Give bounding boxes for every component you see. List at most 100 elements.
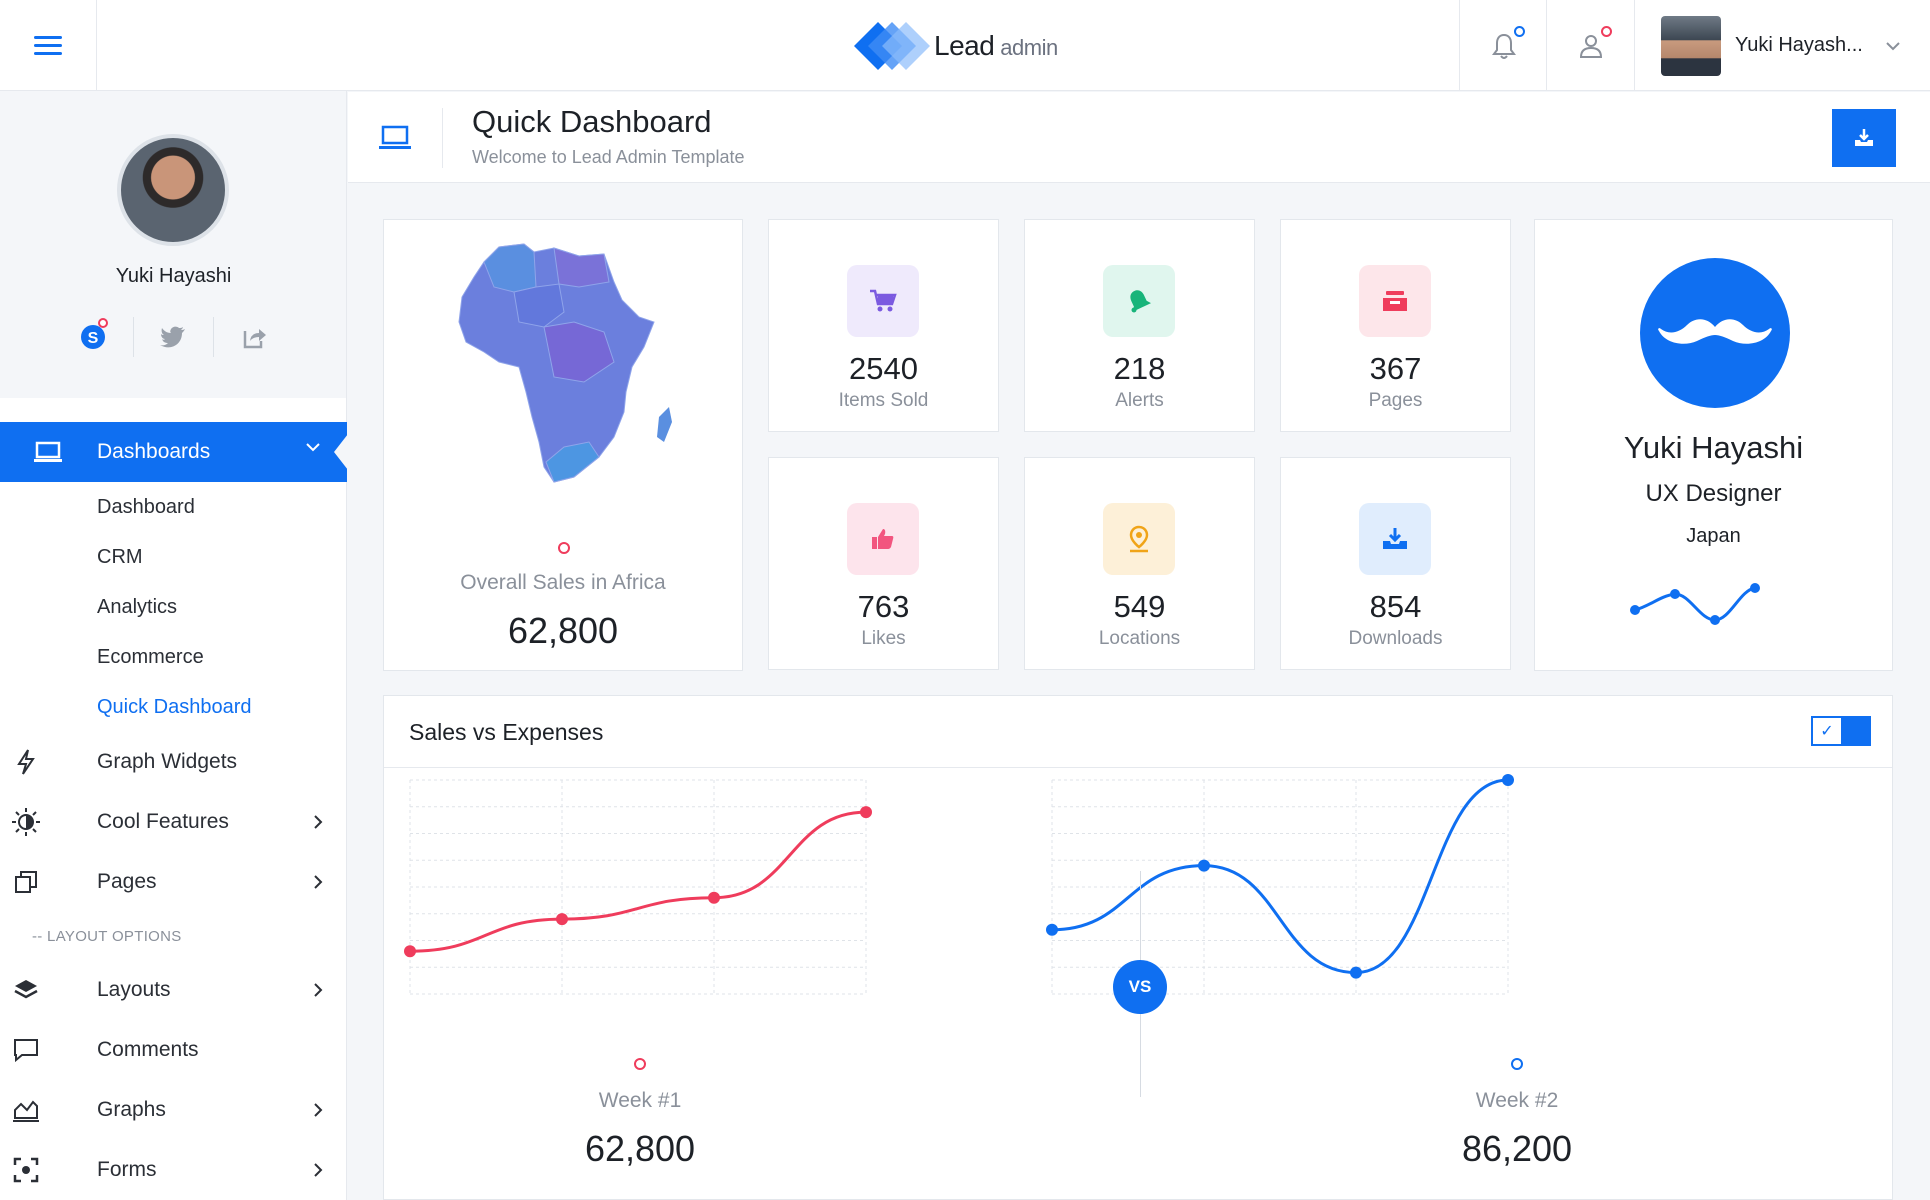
sidebar-item-layouts[interactable]: Layouts: [0, 960, 347, 1020]
sidebar-item-pages[interactable]: Pages: [0, 852, 347, 912]
card-header: Sales vs Expenses ✓: [384, 696, 1892, 768]
focus-icon: [0, 1157, 97, 1183]
week2-legend-dot: [1511, 1058, 1523, 1070]
stat-value: 854: [1369, 589, 1422, 624]
profile-card-name: Yuki Hayashi: [1623, 430, 1804, 465]
avatar[interactable]: [117, 134, 229, 246]
inbox-icon: [1359, 265, 1431, 337]
stat-label: Downloads: [1348, 628, 1443, 649]
stat-label: Locations: [1098, 628, 1181, 649]
sales-vs-expenses-card: Sales vs Expenses ✓ VS Week #1 62,800 We…: [383, 695, 1893, 1200]
brand-logo[interactable]: Lead admin: [848, 18, 1058, 74]
submenu-item-analytics[interactable]: Analytics: [97, 595, 178, 618]
data-point-week-1-2[interactable]: [708, 891, 720, 904]
skype-icon: S: [81, 325, 105, 349]
africa-sales-card: Overall Sales in Africa 62,800: [383, 219, 743, 671]
stat-card-pages[interactable]: 367 Pages: [1280, 219, 1511, 432]
user-badge: [1601, 26, 1612, 37]
user-name: Yuki Hayash...: [1735, 34, 1863, 56]
sidebar-item-graphs[interactable]: Graphs: [0, 1080, 347, 1140]
copy-icon: [0, 870, 97, 894]
logo-icon: [854, 22, 930, 70]
download-button[interactable]: [1832, 109, 1896, 167]
comment-icon: [0, 1038, 97, 1062]
submenu-item-ecommerce[interactable]: Ecommerce: [97, 645, 204, 668]
svg-text:S: S: [88, 330, 99, 347]
profile-name: Yuki Hayashi: [115, 265, 232, 287]
bolt-icon: [0, 749, 97, 775]
check-icon: ✓: [1813, 718, 1841, 744]
chevron-right-icon: [314, 1103, 323, 1117]
data-point-week-1-1[interactable]: [556, 913, 568, 926]
map-caption: Overall Sales in Africa: [460, 571, 666, 594]
stat-value: 367: [1369, 351, 1422, 386]
share-icon: [243, 329, 266, 349]
user-avatar: [1661, 15, 1721, 76]
thumbs-up-icon: [847, 503, 919, 575]
stat-card-downloads[interactable]: 854 Downloads: [1280, 457, 1511, 670]
chevron-right-icon: [314, 983, 323, 997]
sidebar-item-comments[interactable]: Comments: [0, 1020, 347, 1080]
stat-card-items-sold[interactable]: 2540 Items Sold: [768, 219, 999, 432]
stat-card-alerts[interactable]: 218 Alerts: [1024, 219, 1255, 432]
chevron-down-icon: [1886, 41, 1900, 50]
user-requests-button[interactable]: [1546, 0, 1634, 91]
sidebar-item-label: Layouts: [97, 978, 171, 1001]
data-point-week-1-3[interactable]: [860, 806, 872, 819]
sidebar-item-dashboards[interactable]: Dashboards: [0, 422, 348, 482]
page-title: Quick Dashboard: [472, 104, 712, 139]
moustache-avatar[interactable]: [1640, 258, 1790, 408]
sidebar-item-label: Dashboards: [97, 440, 211, 463]
legend-dot: [558, 542, 570, 554]
submenu-item-crm[interactable]: CRM: [97, 545, 143, 568]
submenu-item-quick-dashboard[interactable]: Quick Dashboard: [97, 695, 252, 718]
layers-icon: [0, 978, 97, 1002]
sidebar-item-label: Cool Features: [97, 810, 229, 833]
stat-value: 763: [857, 589, 910, 624]
twitter-button[interactable]: [134, 317, 214, 357]
week2-value: 86,200: [1461, 1128, 1573, 1169]
chevron-right-icon: [314, 1163, 323, 1177]
data-point-week-2-2[interactable]: [1350, 966, 1362, 979]
series-line-week-1: [409, 810, 867, 953]
notifications-button[interactable]: [1459, 0, 1547, 91]
week1-value: 62,800: [584, 1128, 696, 1169]
sidebar-item-label: Forms: [97, 1158, 157, 1181]
sun-icon: [0, 807, 97, 837]
stat-card-locations[interactable]: 549 Locations: [1024, 457, 1255, 670]
skype-badge: [97, 318, 108, 328]
sales-toggle[interactable]: ✓: [1811, 716, 1871, 746]
page-header: Quick Dashboard Welcome to Lead Admin Te…: [348, 92, 1930, 183]
menu-toggle-button[interactable]: [0, 0, 97, 91]
user-icon: [1579, 34, 1602, 58]
stat-label: Items Sold: [838, 390, 929, 411]
data-point-week-2-3[interactable]: [1502, 774, 1514, 786]
stat-card-likes[interactable]: 763 Likes: [768, 457, 999, 670]
series-line-week-2: [1051, 778, 1509, 975]
week2-label: Week #2: [1475, 1089, 1559, 1112]
data-point-week-2-0[interactable]: [1046, 923, 1058, 936]
data-point-week-2-1[interactable]: [1198, 859, 1210, 872]
page-subtitle: Welcome to Lead Admin Template: [472, 147, 745, 167]
cart-icon: [847, 265, 919, 337]
sidebar-item-forms[interactable]: Forms: [0, 1140, 347, 1200]
share-button[interactable]: [214, 317, 294, 357]
download-tray-icon: [1855, 129, 1873, 146]
chart-grid: [409, 779, 867, 995]
stat-value: 218: [1113, 351, 1166, 386]
dashboards-submenu: Dashboard CRM Analytics Ecommerce Quick …: [0, 482, 347, 732]
top-bar: Lead admin Yuki Hayash...: [0, 0, 1930, 91]
brand-sub: admin: [1000, 35, 1058, 60]
skype-button[interactable]: S: [54, 317, 134, 357]
africa-map[interactable]: [454, 242, 694, 492]
sidebar-item-graph-widgets[interactable]: Graph Widgets: [0, 732, 347, 792]
submenu-item-dashboard[interactable]: Dashboard: [97, 495, 195, 518]
layout-options-section: -- LAYOUT OPTIONS: [32, 927, 182, 945]
laptop-icon: [0, 441, 97, 463]
header-divider: [442, 108, 443, 168]
data-point-week-1-0[interactable]: [404, 945, 416, 958]
user-menu[interactable]: Yuki Hayash...: [1634, 0, 1930, 91]
sidebar-item-cool-features[interactable]: Cool Features: [0, 792, 347, 852]
sidebar-item-label: Comments: [97, 1038, 199, 1061]
chevron-down-icon: [306, 443, 320, 452]
